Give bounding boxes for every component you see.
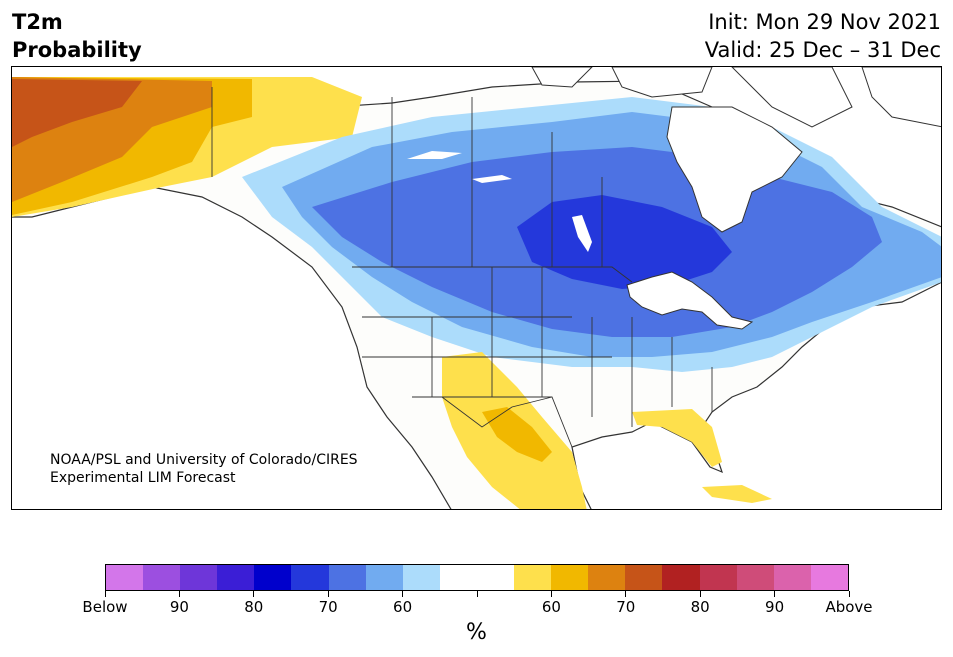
credit-text: NOAA/PSL and University of Colorado/CIRE… bbox=[50, 451, 358, 487]
colorbar-swatch bbox=[551, 565, 589, 590]
colorbar-tick bbox=[476, 591, 478, 597]
forecast-dates: Init: Mon 29 Nov 2021 Valid: 25 Dec – 31… bbox=[705, 8, 941, 64]
political-borders bbox=[211, 87, 713, 448]
colorbar-tick-label: 90 bbox=[765, 598, 785, 616]
colorbar-tick-label: 80 bbox=[690, 598, 710, 616]
colorbar-swatch bbox=[365, 565, 403, 590]
colorbar bbox=[105, 564, 849, 591]
colorbar-tick-label: 70 bbox=[318, 598, 338, 616]
probability-map: NOAA/PSL and University of Colorado/CIRE… bbox=[11, 66, 942, 510]
region-cold-90 bbox=[517, 195, 732, 289]
colorbar-tick-label: 80 bbox=[244, 598, 264, 616]
colorbar-swatch bbox=[662, 565, 700, 590]
hudson-bay bbox=[666, 106, 803, 233]
colorbar-swatch bbox=[439, 565, 477, 590]
credit-line1: NOAA/PSL and University of Colorado/CIRE… bbox=[50, 452, 358, 468]
region-warm-90-alaska bbox=[12, 79, 142, 147]
colorbar-swatch bbox=[773, 565, 811, 590]
colorbar-tick-label: 90 bbox=[169, 598, 189, 616]
colorbar-tick bbox=[699, 591, 701, 597]
region-warm-60-cuba bbox=[702, 485, 772, 503]
colorbar-swatch bbox=[328, 565, 366, 590]
colorbar-tick bbox=[104, 591, 106, 597]
region-warm-70-mexico bbox=[482, 407, 552, 462]
colorbar-swatch bbox=[106, 565, 144, 590]
arctic-islands bbox=[531, 67, 941, 128]
colorbar-swatch bbox=[699, 565, 737, 590]
title-line2: Probability bbox=[12, 38, 142, 62]
colorbar-tick bbox=[253, 591, 255, 597]
colorbar-swatch bbox=[476, 565, 515, 590]
great-slave-lake bbox=[407, 151, 462, 159]
colorbar-swatch bbox=[217, 565, 255, 590]
map-title: T2m Probability bbox=[12, 8, 142, 64]
colorbar-swatch bbox=[254, 565, 292, 590]
colorbar-tick-label: Above bbox=[825, 598, 873, 616]
colorbar-tick bbox=[178, 591, 180, 597]
title-line1: T2m bbox=[12, 10, 63, 34]
colorbar-swatch bbox=[180, 565, 218, 590]
colorbar-tick bbox=[848, 591, 850, 597]
colorbar-swatch bbox=[736, 565, 774, 590]
lake-winnipeg bbox=[572, 215, 592, 252]
colorbar-tick-label: Below bbox=[82, 598, 128, 616]
colorbar-tick bbox=[625, 591, 627, 597]
colorbar-swatch bbox=[625, 565, 663, 590]
colorbar-swatch bbox=[402, 565, 440, 590]
colorbar-swatch bbox=[514, 565, 552, 590]
colorbar-tick-label: 70 bbox=[616, 598, 636, 616]
colorbar-tick bbox=[402, 591, 404, 597]
colorbar-swatch bbox=[143, 565, 181, 590]
credit-line2: Experimental LIM Forecast bbox=[50, 470, 236, 486]
map-canvas bbox=[12, 67, 941, 509]
great-lakes bbox=[626, 271, 754, 330]
region-warm-60-florida bbox=[632, 409, 722, 467]
athabasca-lake bbox=[472, 175, 512, 183]
colorbar-tick bbox=[774, 591, 776, 597]
colorbar-swatch bbox=[810, 565, 848, 590]
colorbar-tick-label: 60 bbox=[541, 598, 561, 616]
valid-date: Valid: 25 Dec – 31 Dec bbox=[704, 38, 941, 62]
colorbar-unit: % bbox=[466, 620, 487, 645]
init-date: Init: Mon 29 Nov 2021 bbox=[708, 10, 941, 34]
colorbar-swatch bbox=[588, 565, 626, 590]
colorbar-tick bbox=[327, 591, 329, 597]
colorbar-tick bbox=[550, 591, 552, 597]
colorbar-tick-label: 60 bbox=[393, 598, 413, 616]
colorbar-swatch bbox=[291, 565, 329, 590]
